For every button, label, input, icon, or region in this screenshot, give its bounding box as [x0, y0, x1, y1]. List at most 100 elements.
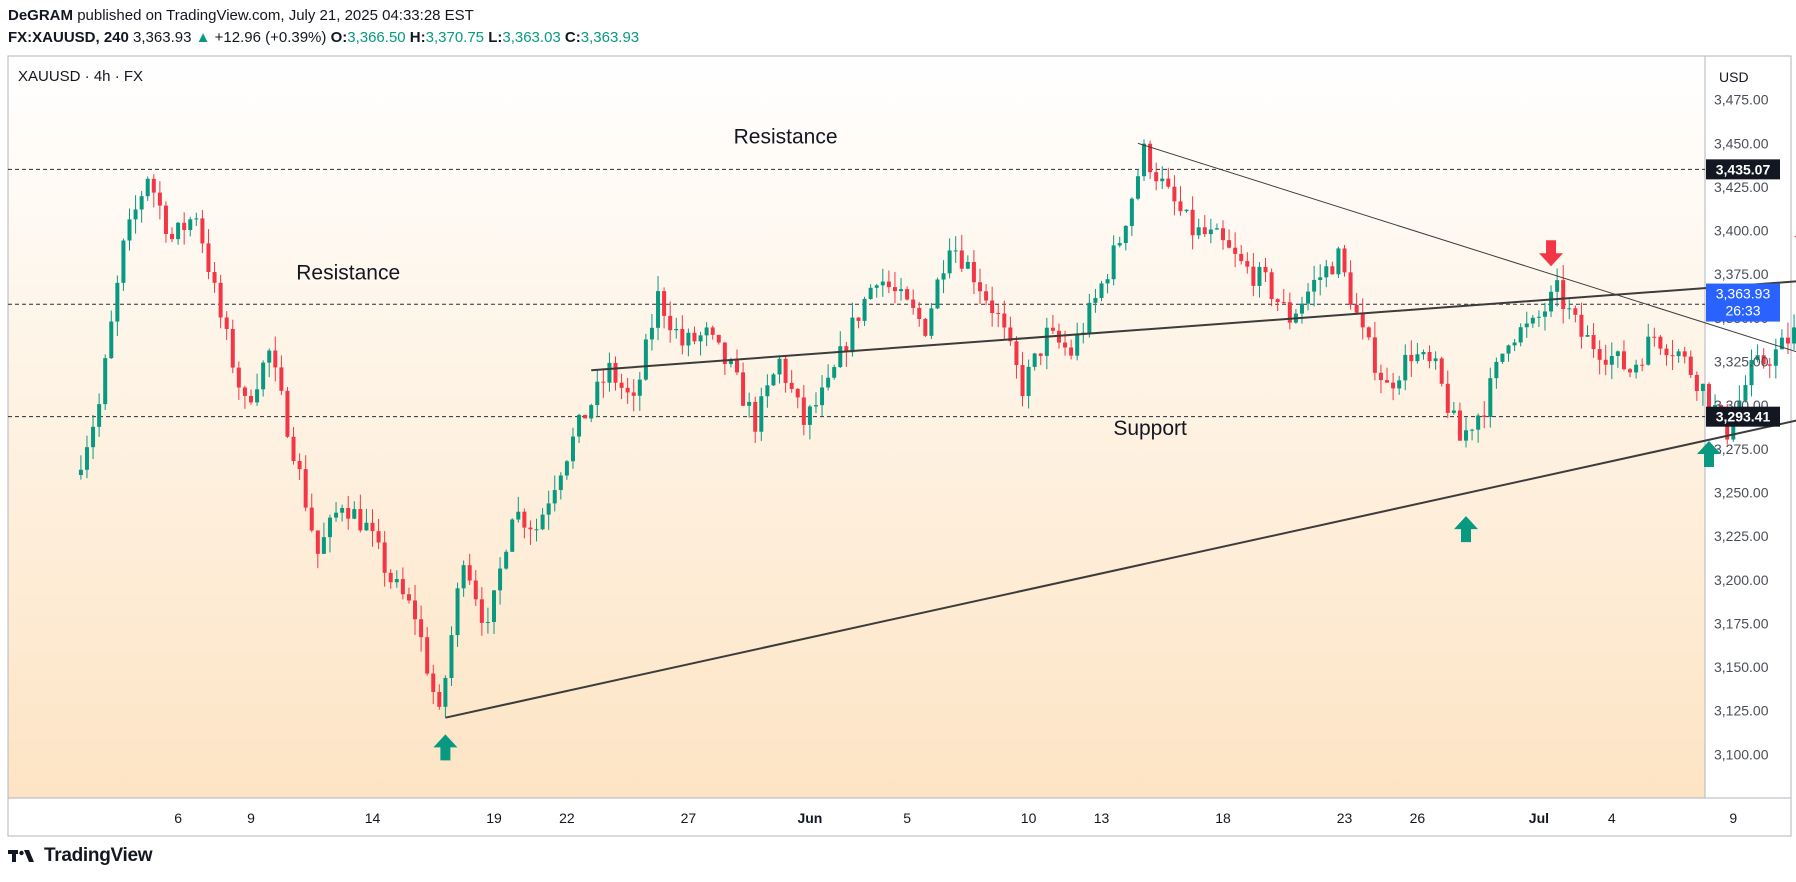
level-price-value: 3,293.41: [1716, 409, 1771, 425]
candle-body: [1190, 209, 1195, 236]
candle-body: [224, 317, 229, 329]
candle-body: [856, 317, 861, 321]
candle-body: [996, 313, 1001, 315]
candle-body: [1761, 355, 1766, 365]
candle-body: [1105, 279, 1110, 284]
current-price-tag[interactable]: [1706, 283, 1780, 322]
annotation-resistance[interactable]: Resistance: [734, 125, 838, 148]
candle-body: [1245, 261, 1250, 267]
candle-body: [929, 308, 934, 336]
arrow-up-icon[interactable]: [433, 734, 458, 761]
candle-body: [1682, 351, 1687, 357]
candle-body: [1743, 385, 1748, 401]
candle-body: [692, 332, 697, 342]
candle-body: [1299, 303, 1304, 314]
candle-body: [91, 426, 96, 448]
y-tick-label: 3,325.00: [1714, 354, 1769, 370]
arrow-down-icon[interactable]: [1539, 240, 1564, 267]
candle-body: [528, 527, 533, 530]
y-tick-label: 3,400.00: [1714, 223, 1769, 239]
price-axis[interactable]: [1704, 55, 1792, 799]
candle-body: [157, 192, 162, 206]
candle-body: [273, 350, 278, 368]
currency-label[interactable]: USD: [1719, 69, 1749, 85]
level-price-tag[interactable]: [1706, 406, 1780, 427]
candle-body: [1658, 336, 1663, 349]
candle-body: [917, 307, 922, 319]
annotation-support[interactable]: Support: [1113, 417, 1187, 440]
candle-body: [874, 285, 879, 288]
candle-body: [170, 233, 175, 240]
candle-body: [1354, 304, 1359, 313]
candle-body: [1306, 291, 1311, 304]
tradingview-brand[interactable]: TradingView: [44, 845, 153, 866]
candle-body: [947, 250, 952, 274]
level-price-tag[interactable]: [1706, 159, 1780, 180]
candle-body: [1476, 415, 1481, 430]
tradingview-logo-icon[interactable]: [8, 848, 38, 864]
candle-body: [479, 599, 484, 623]
candle-body: [990, 300, 995, 314]
candle-body: [1324, 266, 1329, 278]
candle-body: [759, 396, 764, 432]
candle-body: [431, 673, 436, 693]
symbol-label[interactable]: FX:XAUUSD, 240: [8, 29, 129, 46]
author-name[interactable]: DeGRAM: [8, 7, 74, 24]
close-label: C:: [564, 29, 581, 46]
plot-area[interactable]: [7, 55, 1706, 799]
candle-body: [1700, 383, 1705, 392]
candle-body: [1336, 248, 1341, 275]
candle-body: [291, 436, 296, 462]
candle-body: [145, 178, 150, 197]
y-tick-label: 3,175.00: [1714, 615, 1769, 631]
candle-body: [1044, 327, 1049, 356]
candle-body: [777, 358, 782, 375]
candle-body: [1172, 186, 1177, 202]
candle-body: [1773, 349, 1778, 366]
x-tick-label: 23: [1337, 810, 1353, 826]
candle-body: [1093, 297, 1098, 303]
candle-body: [722, 342, 727, 365]
annotation-resistance[interactable]: Resistance: [296, 261, 400, 284]
candle-body: [1269, 272, 1274, 300]
candle-body: [492, 590, 496, 622]
trendline-rising-support[interactable]: [445, 279, 1796, 719]
candle-body: [1518, 327, 1523, 343]
candle-body: [516, 511, 521, 520]
candle-body: [601, 381, 606, 383]
candle-body: [249, 395, 253, 403]
candle-body: [1694, 374, 1699, 392]
candle-body: [880, 281, 885, 286]
candle-body: [892, 287, 897, 292]
candle-body: [139, 196, 144, 210]
time-axis[interactable]: [7, 797, 1792, 837]
candle-body: [656, 291, 661, 328]
arrow-up-icon[interactable]: [1697, 441, 1721, 468]
candle-body: [78, 469, 83, 476]
price-chart[interactable]: XAUUSD · 4h · FX USD 3,100.00 3,125.00 3,1…: [0, 0, 1796, 845]
candle-body: [1439, 358, 1444, 384]
candle-body: [577, 414, 582, 437]
arrow-up-icon[interactable]: [1454, 516, 1478, 543]
candle-body: [680, 328, 685, 346]
candle-body: [1415, 354, 1420, 362]
candle-body: [1615, 351, 1620, 356]
x-tick-label: 4: [1608, 810, 1616, 826]
candle-body: [1512, 342, 1517, 346]
candle-body: [868, 287, 873, 299]
candle-body: [1494, 361, 1499, 379]
candle-body: [1427, 352, 1432, 362]
candle-body: [953, 250, 958, 252]
trendline-upper-resistance[interactable]: [591, 234, 1796, 372]
x-tick-label: 18: [1215, 810, 1231, 826]
candle-body: [370, 522, 375, 532]
candle-body: [437, 692, 442, 707]
candle-body: [905, 289, 910, 300]
candle-body: [182, 222, 187, 231]
candle-body: [109, 321, 114, 359]
trendline-falling-line[interactable]: [1137, 142, 1796, 408]
candle-body: [631, 392, 636, 396]
candle-body: [741, 372, 746, 406]
candle-body: [1652, 336, 1657, 338]
candle-body: [710, 327, 715, 335]
